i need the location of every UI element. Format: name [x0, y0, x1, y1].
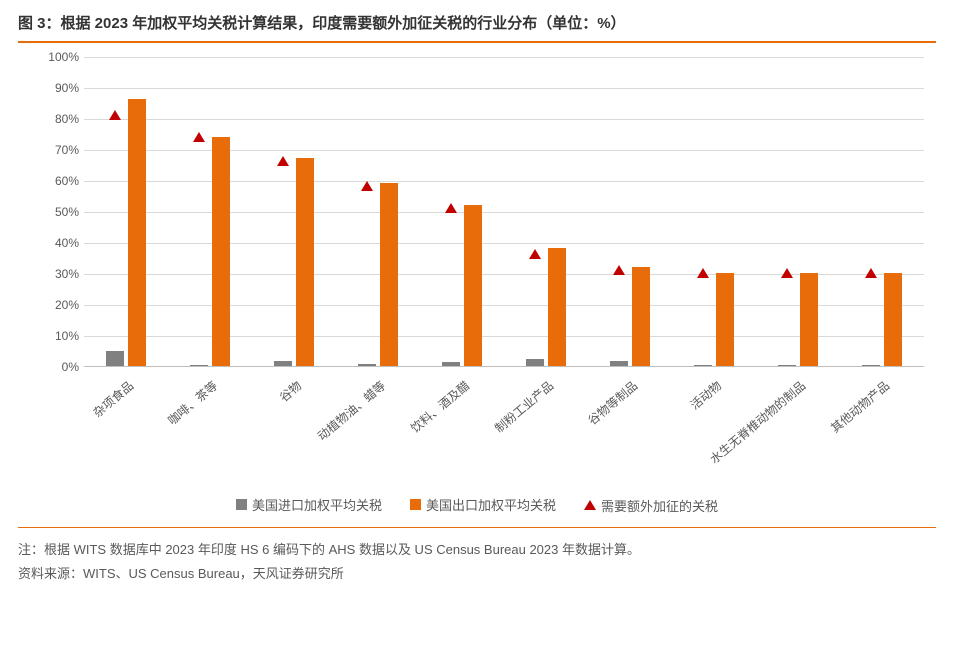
- bar-series-a: [526, 359, 544, 366]
- marker-series-c: [697, 268, 709, 278]
- category-slot: [252, 57, 336, 366]
- x-label-slot: 动植物油、蜡等: [336, 367, 420, 487]
- bar-series-a: [190, 365, 208, 366]
- marker-series-c: [361, 181, 373, 191]
- category-slot: [672, 57, 756, 366]
- legend-label: 需要额外加征的关税: [601, 496, 718, 515]
- y-tick-label: 60%: [24, 174, 79, 188]
- legend-label: 美国出口加权平均关税: [426, 495, 556, 514]
- x-label-slot: 制粉工业产品: [504, 367, 588, 487]
- y-tick-label: 80%: [24, 112, 79, 126]
- category-slot: [840, 57, 924, 366]
- marker-series-c: [193, 132, 205, 142]
- category-slot: [756, 57, 840, 366]
- x-label-slot: 谷物等制品: [588, 367, 672, 487]
- x-label-slot: 饮料、酒及醋: [420, 367, 504, 487]
- bar-series-b: [464, 205, 482, 366]
- bar-series-b: [296, 158, 314, 366]
- y-tick-label: 20%: [24, 298, 79, 312]
- legend-item: 美国进口加权平均关税: [236, 495, 382, 514]
- bar-series-b: [212, 137, 230, 366]
- x-tick-label: 谷物: [276, 377, 305, 405]
- bar-series-a: [862, 365, 880, 366]
- bar-series-b: [884, 273, 902, 366]
- x-tick-label: 杂项食品: [89, 377, 137, 421]
- chart-title: 图 3：根据 2023 年加权平均关税计算结果，印度需要额外加征关税的行业分布（…: [18, 12, 936, 41]
- bar-series-b: [380, 183, 398, 366]
- bar-series-b: [800, 273, 818, 366]
- marker-series-c: [277, 156, 289, 166]
- legend-label: 美国进口加权平均关税: [252, 495, 382, 514]
- bar-series-a: [274, 361, 292, 366]
- chart-area: 0%10%20%30%40%50%60%70%80%90%100% 杂项食品咖啡…: [24, 57, 934, 467]
- legend: 美国进口加权平均关税 美国出口加权平均关税 需要额外加征的关税: [18, 495, 936, 515]
- square-icon: [236, 499, 247, 510]
- bar-series-b: [632, 267, 650, 366]
- square-icon: [410, 499, 421, 510]
- bar-series-b: [128, 99, 146, 366]
- x-label-slot: 其他动物产品: [840, 367, 924, 487]
- marker-series-c: [529, 249, 541, 259]
- category-slot: [336, 57, 420, 366]
- triangle-icon: [584, 500, 596, 510]
- bar-series-a: [358, 364, 376, 366]
- y-tick-label: 90%: [24, 81, 79, 95]
- x-label-slot: 水生无脊椎动物的制品: [756, 367, 840, 487]
- y-tick-label: 40%: [24, 236, 79, 250]
- marker-series-c: [781, 268, 793, 278]
- y-tick-label: 70%: [24, 143, 79, 157]
- x-tick-label: 活动物: [686, 377, 725, 413]
- marker-series-c: [613, 265, 625, 275]
- x-tick-label: 咖啡、茶等: [164, 377, 221, 429]
- marker-series-c: [445, 203, 457, 213]
- category-slot: [84, 57, 168, 366]
- y-tick-label: 50%: [24, 205, 79, 219]
- category-slot: [420, 57, 504, 366]
- y-tick-label: 100%: [24, 50, 79, 64]
- legend-item: 美国出口加权平均关税: [410, 495, 556, 514]
- category-slot: [588, 57, 672, 366]
- bar-series-a: [106, 351, 124, 367]
- y-tick-label: 10%: [24, 329, 79, 343]
- marker-series-c: [109, 110, 121, 120]
- footer-rule: [18, 527, 936, 528]
- plot-region: [84, 57, 924, 367]
- bar-series-a: [610, 361, 628, 366]
- x-label-slot: 咖啡、茶等: [168, 367, 252, 487]
- bars-container: [84, 57, 924, 366]
- legend-item: 需要额外加征的关税: [584, 496, 718, 515]
- footnote-note: 注：根据 WITS 数据库中 2023 年印度 HS 6 编码下的 AHS 数据…: [18, 538, 936, 563]
- category-slot: [168, 57, 252, 366]
- marker-series-c: [865, 268, 877, 278]
- bar-series-b: [716, 273, 734, 366]
- x-axis-labels: 杂项食品咖啡、茶等谷物动植物油、蜡等饮料、酒及醋制粉工业产品谷物等制品活动物水生…: [84, 367, 924, 487]
- y-tick-label: 30%: [24, 267, 79, 281]
- x-label-slot: 杂项食品: [84, 367, 168, 487]
- bar-series-a: [778, 365, 796, 366]
- category-slot: [504, 57, 588, 366]
- bar-series-a: [442, 362, 460, 366]
- title-rule: [18, 41, 936, 43]
- bar-series-b: [548, 248, 566, 366]
- bar-series-a: [694, 365, 712, 366]
- footnote-source: 资料来源：WITS、US Census Bureau，天风证券研究所: [18, 562, 936, 587]
- x-tick-label: 谷物等制品: [584, 377, 641, 429]
- y-tick-label: 0%: [24, 360, 79, 374]
